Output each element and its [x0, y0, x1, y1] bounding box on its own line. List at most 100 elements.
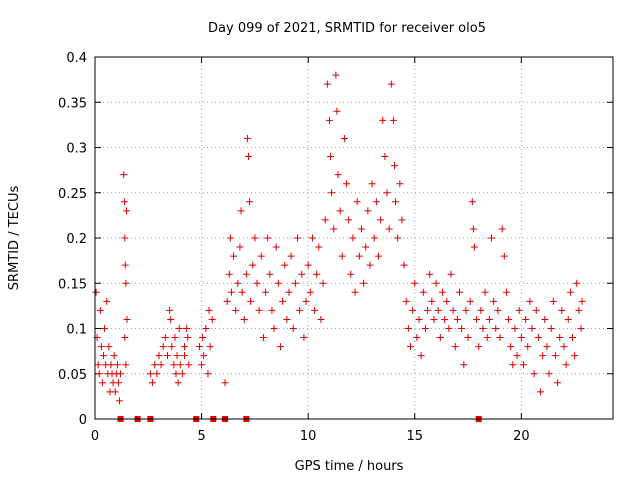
- data-point: [404, 325, 412, 332]
- data-point: [396, 180, 404, 188]
- data-point: [571, 352, 579, 360]
- data-point: [153, 370, 161, 378]
- data-point: [120, 198, 128, 206]
- data-point: [438, 288, 446, 296]
- data-point: [530, 370, 538, 378]
- data-point: [343, 180, 351, 188]
- data-point: [355, 252, 363, 260]
- data-point: [492, 325, 500, 332]
- data-point: [251, 234, 259, 242]
- data-point: [353, 198, 361, 206]
- data-point: [304, 261, 312, 269]
- data-point: [554, 379, 562, 387]
- data-point: [556, 334, 564, 342]
- data-point: [111, 388, 119, 396]
- data-point: [122, 361, 130, 369]
- data-point: [505, 315, 513, 323]
- data-point: [94, 361, 102, 369]
- data-point: [122, 279, 130, 287]
- x-tick-label: 0: [91, 429, 99, 444]
- data-point: [368, 180, 376, 188]
- data-point: [300, 334, 308, 342]
- data-point: [477, 306, 485, 314]
- data-point: [159, 343, 167, 351]
- data-point: [479, 325, 487, 332]
- data-point: [259, 334, 267, 342]
- data-point: [528, 325, 536, 332]
- data-point: [394, 234, 402, 242]
- data-point: [462, 306, 470, 314]
- data-point: [100, 352, 108, 360]
- data-point: [294, 234, 302, 242]
- data-point: [149, 379, 157, 387]
- data-point: [539, 352, 547, 360]
- data-point: [279, 297, 287, 305]
- data-point: [445, 325, 453, 332]
- data-point: [283, 315, 291, 323]
- data-point: [383, 189, 391, 197]
- data-point: [485, 315, 493, 323]
- data-point: [370, 234, 378, 242]
- x-tick-label: 15: [406, 429, 423, 444]
- data-point: [202, 325, 210, 332]
- data-point: [432, 279, 440, 287]
- data-point: [281, 261, 289, 269]
- data-point: [325, 116, 333, 124]
- data-point: [460, 361, 468, 369]
- data-point: [470, 243, 478, 251]
- data-point: [262, 288, 270, 296]
- data-point: [204, 370, 212, 378]
- data-point: [242, 270, 250, 278]
- data-point: [458, 325, 466, 332]
- data-point: [264, 234, 272, 242]
- data-point: [426, 270, 434, 278]
- data-point: [417, 352, 425, 360]
- data-point: [402, 297, 410, 305]
- x-tick-label: 20: [513, 429, 530, 444]
- data-point: [276, 343, 284, 351]
- data-point: [181, 343, 189, 351]
- x-tick-label: 5: [197, 429, 205, 444]
- data-point: [175, 325, 183, 332]
- data-point: [447, 270, 455, 278]
- data-point: [198, 361, 206, 369]
- data-point: [338, 252, 346, 260]
- data-point: [243, 134, 251, 142]
- data-point: [507, 343, 515, 351]
- data-point: [332, 71, 340, 79]
- data-point: [568, 334, 576, 342]
- data-point: [409, 306, 417, 314]
- data-point: [562, 361, 570, 369]
- data-point: [107, 361, 115, 369]
- data-point: [494, 306, 502, 314]
- data-point: [117, 370, 125, 378]
- data-point: [161, 334, 169, 342]
- data-point: [291, 279, 299, 287]
- data-point: [223, 297, 231, 305]
- data-point: [466, 297, 474, 305]
- data-point: [306, 288, 314, 296]
- y-tick-label: 0.4: [66, 51, 87, 66]
- y-tick-label: 0.3: [66, 142, 87, 157]
- data-point: [170, 361, 178, 369]
- data-point: [566, 288, 574, 296]
- data-point: [285, 288, 293, 296]
- data-point: [97, 343, 105, 351]
- data-point: [206, 343, 214, 351]
- data-point: [327, 153, 335, 161]
- data-point: [387, 80, 395, 88]
- data-point: [415, 315, 423, 323]
- data-point: [172, 370, 180, 378]
- data-point: [340, 134, 348, 142]
- data-point: [268, 306, 276, 314]
- data-point: [221, 379, 229, 387]
- data-point: [515, 306, 523, 314]
- y-tick-label: 0.15: [58, 277, 87, 292]
- data-point: [573, 279, 581, 287]
- data-point: [524, 343, 532, 351]
- x-axis-label: GPS time / hours: [295, 459, 404, 474]
- data-point: [236, 243, 244, 251]
- axis-ticks: 0 0.05 0.1 0.15 0.2 0.25 0.3 0.35 0.4 0 5 10 15 20: [58, 51, 613, 444]
- data-point: [287, 252, 295, 260]
- data-point: [315, 243, 323, 251]
